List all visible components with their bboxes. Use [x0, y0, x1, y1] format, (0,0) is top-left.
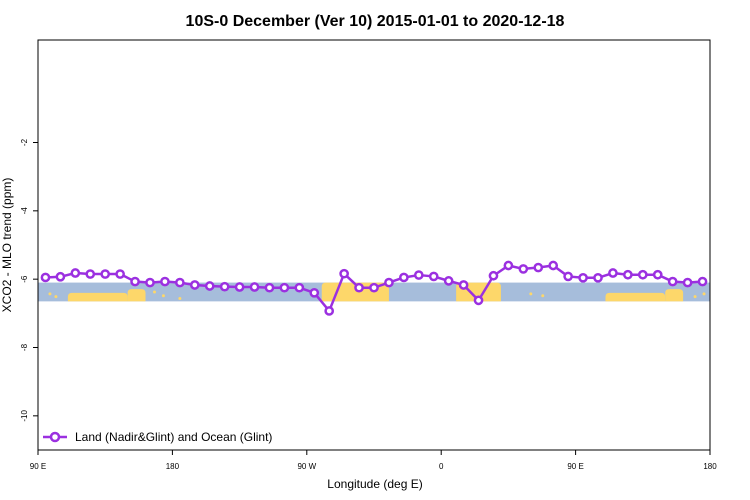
x-axis: 90 E 180 90 W 0 90 E 180: [30, 450, 717, 471]
data-point: [667, 276, 678, 287]
data-point: [234, 282, 245, 292]
data-point: [623, 269, 633, 280]
land-oceania: [127, 289, 146, 302]
x-tick-label: 180: [703, 462, 717, 471]
data-point: [85, 269, 96, 279]
data-point: [369, 282, 379, 293]
data-point: [458, 280, 469, 290]
data-point: [249, 282, 260, 292]
land-oceania-repeat: [665, 289, 684, 302]
land-island: [54, 295, 58, 299]
data-point: [563, 271, 573, 282]
data-point: [100, 269, 111, 279]
data-point: [384, 277, 394, 288]
data-point: [115, 269, 125, 279]
data-point: [40, 272, 51, 283]
x-tick-label: 90 W: [297, 462, 316, 471]
legend-label: Land (Nadir&Glint) and Ocean (Glint): [75, 430, 272, 444]
x-tick-label: 90 E: [567, 462, 583, 471]
data-point: [652, 269, 663, 280]
land-island: [702, 292, 706, 296]
data-point: [473, 295, 484, 306]
data-point: [428, 271, 439, 282]
data-point: [413, 270, 424, 280]
data-point: [309, 287, 320, 298]
data-point: [294, 282, 305, 293]
data-point: [130, 276, 140, 287]
legend: Land (Nadir&Glint) and Ocean (Glint): [43, 430, 272, 444]
data-point: [637, 269, 648, 280]
land-island: [693, 295, 697, 299]
data-point: [354, 282, 364, 293]
y-tick-label: -8: [20, 343, 29, 351]
data-point: [533, 262, 544, 273]
y-tick-label: -4: [20, 207, 29, 215]
data-point: [204, 281, 215, 291]
data-point: [593, 272, 603, 283]
data-point: [443, 276, 454, 286]
data-point: [324, 306, 335, 316]
land-island: [529, 292, 533, 296]
y-tick-label: -10: [20, 410, 29, 422]
data-point: [160, 276, 170, 287]
data-point: [175, 277, 185, 288]
data-point: [279, 282, 290, 293]
land-island: [541, 294, 545, 298]
data-point: [189, 280, 200, 290]
land-island: [152, 290, 156, 294]
data-point: [608, 268, 618, 278]
data-point: [548, 260, 559, 271]
data-point: [578, 272, 588, 283]
data-point: [399, 272, 409, 283]
data-point: [55, 271, 66, 282]
data-point: [339, 268, 349, 279]
land-australia-repeat: [605, 292, 666, 302]
land-australia: [67, 292, 128, 302]
data-point: [219, 281, 230, 292]
plot-frame: [37, 39, 711, 451]
data-point: [488, 270, 499, 281]
x-tick-label: 0: [439, 462, 444, 471]
data-point: [145, 277, 155, 288]
x-axis-label: Longitude (deg E): [327, 477, 422, 491]
land-island: [161, 294, 165, 298]
data-point: [518, 264, 529, 274]
x-tick-label: 90 E: [30, 462, 46, 471]
y-tick-label: -2: [20, 138, 29, 146]
data-point: [682, 277, 693, 288]
data-point: [697, 276, 708, 287]
y-tick-label: -6: [20, 275, 29, 283]
y-axis-label: XCO2 - MLO trend (ppm): [0, 178, 14, 313]
chart-title: 10S-0 December (Ver 10) 2015-01-01 to 20…: [186, 13, 565, 30]
y-axis: -2 -4 -6 -8 -10: [20, 138, 38, 422]
land-island: [178, 297, 182, 301]
x-tick-label: 180: [166, 462, 180, 471]
data-point: [503, 260, 514, 271]
data-point: [70, 268, 81, 278]
data-point: [264, 282, 275, 293]
land-island: [48, 292, 52, 296]
legend-marker-swatch: [49, 431, 61, 443]
series-layer: [40, 260, 708, 316]
